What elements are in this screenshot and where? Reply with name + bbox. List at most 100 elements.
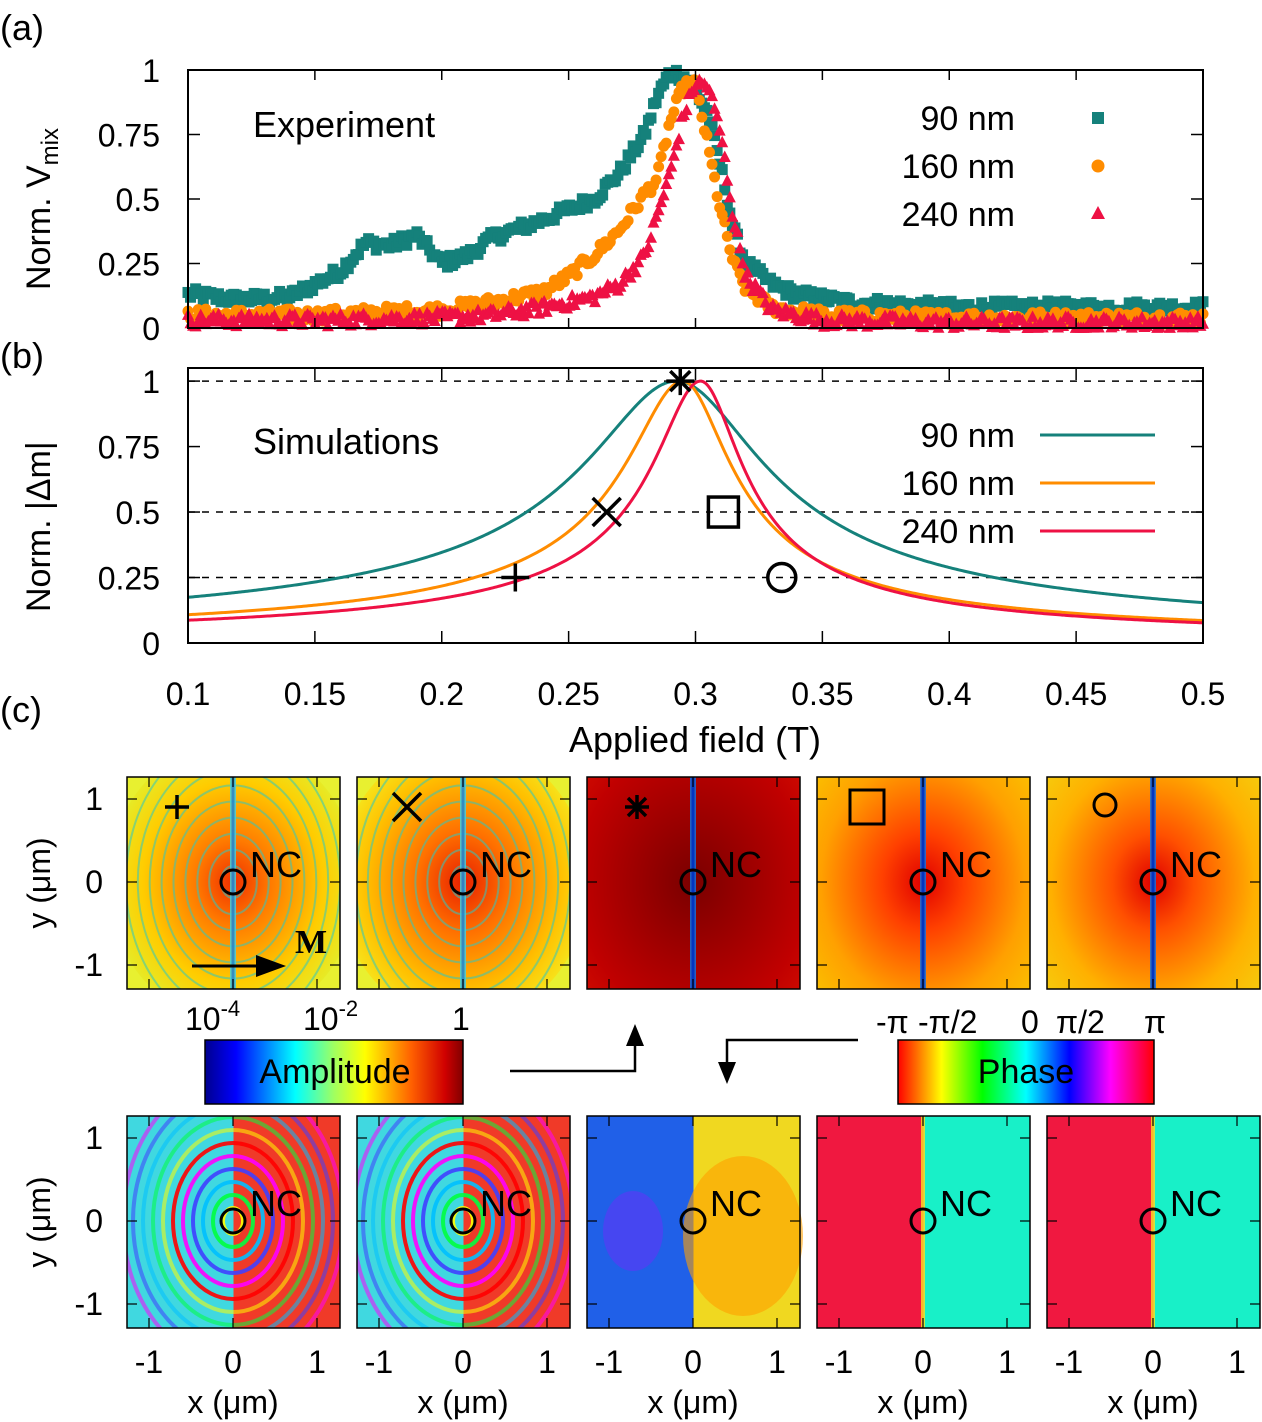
- a-point-square: [757, 267, 769, 279]
- a-point-circle: [622, 215, 634, 227]
- a-point-square: [818, 289, 830, 301]
- a-ytick-label: 0: [142, 311, 160, 347]
- amplitude-map-2: [586, 776, 801, 990]
- phase-ring: [371, 1116, 555, 1328]
- b-marker-3: [706, 495, 741, 529]
- a-point-triangle: [454, 315, 467, 328]
- c-wave-ring: [148, 777, 318, 989]
- legend-a-circle-marker: [1091, 159, 1105, 173]
- panel-b-guides: [188, 380, 1203, 579]
- c-xlabel: x (μm): [647, 1384, 738, 1420]
- nc-label: NC: [1170, 844, 1222, 885]
- a-point-triangle: [731, 225, 744, 237]
- a-point-square: [836, 299, 848, 311]
- b-ytick-label: 0.25: [98, 561, 160, 597]
- arrow-up-head: [626, 1024, 644, 1046]
- arrow-up-line: [510, 1042, 637, 1073]
- nc-circle: [679, 1207, 707, 1235]
- a-point-triangle: [881, 317, 894, 330]
- a-point-triangle: [349, 317, 362, 330]
- a-point-circle: [719, 216, 731, 228]
- a-point-triangle: [657, 188, 670, 201]
- c-ytick-label-top: -1: [75, 947, 103, 983]
- amp-tick-1e-2: 10-2: [303, 996, 358, 1037]
- phase-tick-neg-pi: -π: [876, 1004, 909, 1040]
- c-xtick-label: 0: [684, 1344, 702, 1380]
- amplitude-node-core: [461, 777, 465, 989]
- a-point-triangle: [632, 255, 645, 268]
- a-point-triangle: [706, 89, 719, 102]
- panel-b: (b) 00.250.50.751 0.1 0.15 0.2 0.25 0.3 0.35 0…: [0, 335, 1225, 760]
- amplitude-node-core: [921, 777, 925, 989]
- phase-ring: [181, 1154, 285, 1288]
- a-ytick-label: 0.25: [98, 247, 160, 283]
- a-point-triangle: [517, 309, 530, 322]
- a-point-square: [548, 214, 560, 226]
- a-point-circle: [401, 300, 413, 312]
- a-point-triangle: [1110, 317, 1123, 329]
- amplitude-node-line: [230, 777, 236, 989]
- phase-boundary: [921, 1116, 925, 1328]
- a-point-triangle: [617, 275, 629, 287]
- amplitude-map-3: [816, 776, 1031, 990]
- nc-label: NC: [250, 844, 302, 885]
- a-point-square: [632, 142, 644, 154]
- phase-ring: [161, 1128, 305, 1314]
- a-point-triangle: [418, 317, 431, 329]
- a-point-triangle: [268, 309, 281, 321]
- b-xtick-label: 0.2: [420, 676, 464, 712]
- b-xtick-label: 0.25: [537, 676, 599, 712]
- a-point-square: [737, 249, 749, 261]
- a-point-triangle: [644, 231, 657, 243]
- b-line-1: [187, 379, 1204, 623]
- panel-a-ylabel-sub: mix: [37, 128, 64, 165]
- a-point-circle: [724, 244, 736, 256]
- a-point-square: [609, 175, 621, 187]
- b-marker-1: [591, 496, 622, 528]
- c-xtick-label: 1: [308, 1344, 326, 1380]
- phase-tick-pi: π: [1144, 1004, 1166, 1040]
- a-point-square: [307, 285, 319, 297]
- c-panel-symbol-1: [391, 791, 423, 823]
- panel-a: (a) Experiment 00.250.50.751 Norm. Vmix …: [0, 7, 1209, 347]
- nc-circle: [449, 868, 477, 896]
- c-ytick-label-bot: 0: [85, 1203, 103, 1239]
- a-point-triangle: [990, 320, 1003, 333]
- amp-tick-1e-4-exp: -4: [221, 996, 241, 1021]
- c-xtick-label: -1: [135, 1344, 163, 1380]
- c-xlabel: x (μm): [187, 1384, 278, 1420]
- b-ytick-label: 1: [142, 364, 160, 400]
- phase-ring: [391, 1128, 535, 1314]
- a-point-triangle: [741, 266, 754, 278]
- c-xtick-label: 0: [454, 1344, 472, 1380]
- legend-b-240nm: 240 nm: [902, 513, 1015, 551]
- c-xtick-label: 1: [538, 1344, 556, 1380]
- a-point-triangle: [629, 265, 642, 278]
- a-point-circle: [711, 191, 723, 203]
- a-point-triangle: [996, 310, 1009, 323]
- c-xtick-label: 1: [998, 1344, 1016, 1380]
- nc-label: NC: [480, 844, 532, 885]
- c-xtick-label: -1: [825, 1344, 853, 1380]
- a-point-circle: [703, 146, 715, 158]
- a-point-square: [706, 119, 718, 131]
- a-point-square: [1034, 299, 1046, 311]
- b-marker-square: [706, 495, 741, 529]
- a-point-circle: [721, 230, 733, 242]
- amp-tick-1: 1: [452, 1001, 470, 1037]
- a-point-square: [719, 184, 731, 196]
- a-point-square: [963, 299, 975, 311]
- phase-map-right: [923, 1116, 1030, 1328]
- phase-colorbar-bar: [897, 1039, 1155, 1105]
- a-point-triangle: [726, 210, 739, 222]
- phase-ring: [191, 1167, 275, 1275]
- panel-c-label: (c): [0, 689, 42, 730]
- a-point-square: [462, 253, 474, 265]
- a-point-triangle: [756, 286, 769, 299]
- a-point-triangle: [670, 139, 683, 151]
- b-ytick-label: 0: [142, 626, 160, 662]
- b-xtick-label: 0.4: [927, 676, 971, 712]
- phase-map-left: [587, 1116, 694, 1328]
- a-point-square: [342, 263, 354, 275]
- a-point-square: [1149, 305, 1161, 317]
